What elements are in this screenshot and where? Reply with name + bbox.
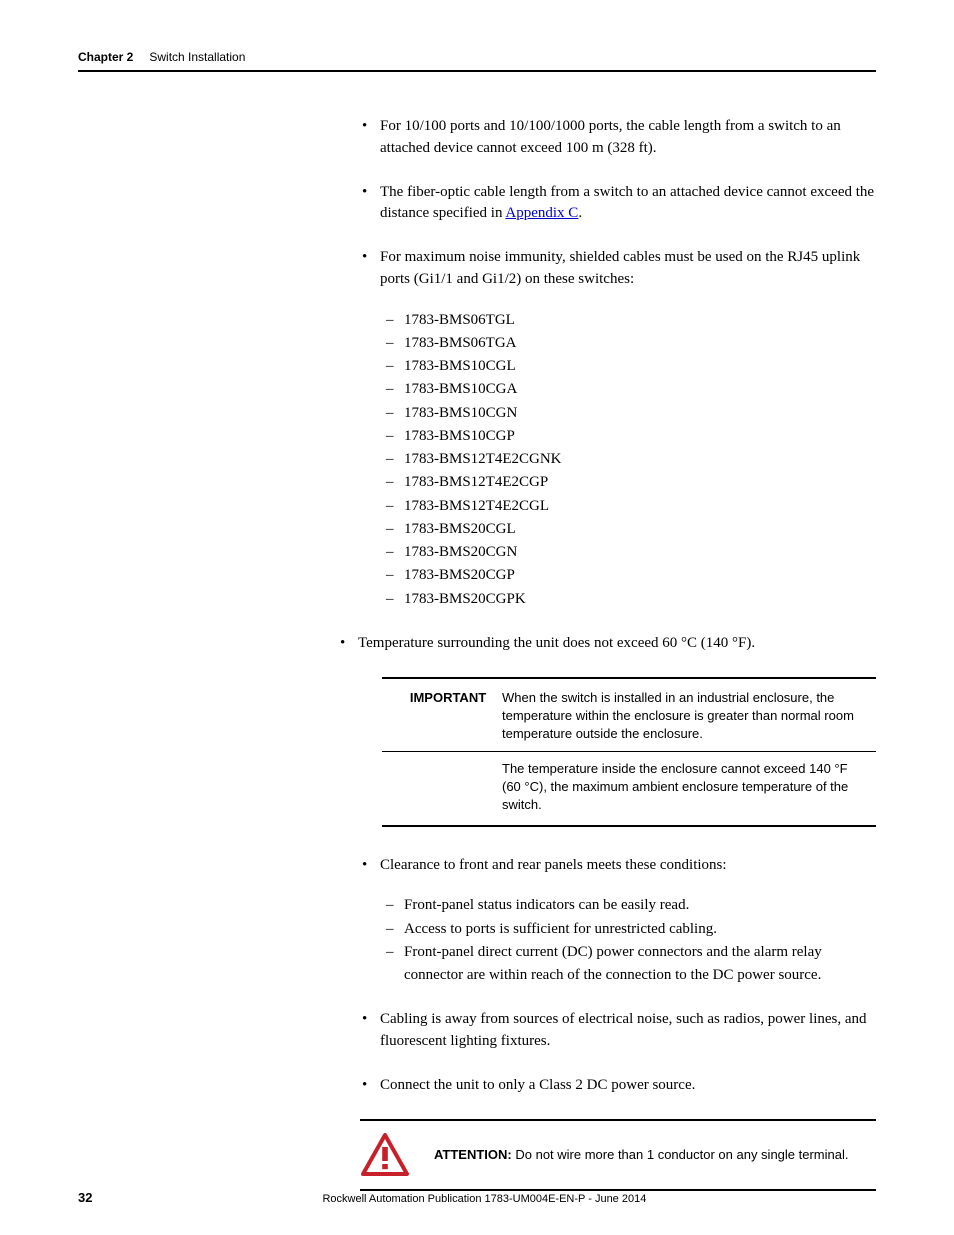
- body-text: .: [578, 205, 582, 221]
- list-item: 1783-BMS10CGA: [380, 378, 876, 401]
- body-text: Cabling is away from sources of electric…: [380, 1011, 867, 1049]
- bullet-item: For 10/100 ports and 10/100/1000 ports, …: [360, 116, 876, 160]
- list-item: 1783-BMS06TGL: [380, 309, 876, 332]
- bullet-item: For maximum noise immunity, shielded cab…: [360, 247, 876, 611]
- list-item: 1783-BMS12T4E2CGNK: [380, 448, 876, 471]
- list-item: 1783-BMS20CGP: [380, 564, 876, 587]
- model-list: 1783-BMS06TGL 1783-BMS06TGA 1783-BMS10CG…: [380, 309, 876, 611]
- list-item: Front-panel status indicators can be eas…: [380, 894, 876, 917]
- body-text: For maximum noise immunity, shielded cab…: [380, 249, 860, 287]
- important-row: The temperature inside the enclosure can…: [382, 751, 876, 825]
- important-text: The temperature inside the enclosure can…: [502, 760, 864, 815]
- publication-info: Rockwell Automation Publication 1783-UM0…: [322, 1193, 646, 1205]
- page-footer: 32 Rockwell Automation Publication 1783-…: [78, 1190, 876, 1205]
- body-text: The fiber-optic cable length from a swit…: [380, 184, 874, 222]
- bullet-item: Clearance to front and rear panels meets…: [360, 855, 876, 988]
- page-number: 32: [78, 1190, 92, 1205]
- important-text: When the switch is installed in an indus…: [502, 689, 864, 744]
- attention-callout: ATTENTION: Do not wire more than 1 condu…: [360, 1119, 876, 1191]
- spacer: [394, 760, 502, 815]
- content-area: For 10/100 ports and 10/100/1000 ports, …: [360, 116, 876, 1191]
- warning-triangle-icon: [360, 1133, 410, 1177]
- bullet-item: The fiber-optic cable length from a swit…: [360, 182, 876, 226]
- attention-text-container: ATTENTION: Do not wire more than 1 condu…: [434, 1147, 848, 1162]
- body-text: For 10/100 ports and 10/100/1000 ports, …: [380, 118, 841, 156]
- list-item: 1783-BMS12T4E2CGL: [380, 495, 876, 518]
- list-item: 1783-BMS20CGPK: [380, 588, 876, 611]
- list-item: 1783-BMS10CGN: [380, 402, 876, 425]
- clearance-list: Front-panel status indicators can be eas…: [380, 894, 876, 987]
- bullet-item: Temperature surrounding the unit does no…: [338, 633, 876, 655]
- body-text: Temperature surrounding the unit does no…: [358, 635, 755, 651]
- appendix-link[interactable]: Appendix C: [505, 205, 578, 221]
- attention-label: ATTENTION:: [434, 1147, 515, 1162]
- list-item: 1783-BMS06TGA: [380, 332, 876, 355]
- list-item: 1783-BMS20CGN: [380, 541, 876, 564]
- important-callout: IMPORTANT When the switch is installed i…: [382, 677, 876, 827]
- attention-body: Do not wire more than 1 conductor on any…: [515, 1147, 848, 1162]
- list-item: 1783-BMS10CGP: [380, 425, 876, 448]
- important-label: IMPORTANT: [394, 689, 502, 744]
- body-text: Connect the unit to only a Class 2 DC po…: [380, 1077, 695, 1093]
- important-row: IMPORTANT When the switch is installed i…: [382, 679, 876, 752]
- bullet-item: Cabling is away from sources of electric…: [360, 1009, 876, 1053]
- page-header: Chapter 2 Switch Installation: [78, 50, 876, 72]
- chapter-label: Chapter 2: [78, 50, 133, 64]
- secondary-bullet-list: Clearance to front and rear panels meets…: [360, 855, 876, 1097]
- list-item: Access to ports is sufficient for unrest…: [380, 918, 876, 941]
- list-item: Front-panel direct current (DC) power co…: [380, 941, 876, 988]
- list-item: 1783-BMS20CGL: [380, 518, 876, 541]
- bullet-item: Connect the unit to only a Class 2 DC po…: [360, 1075, 876, 1097]
- list-item: 1783-BMS12T4E2CGP: [380, 471, 876, 494]
- chapter-title: Switch Installation: [149, 50, 245, 64]
- list-item: 1783-BMS10CGL: [380, 355, 876, 378]
- page-container: Chapter 2 Switch Installation For 10/100…: [0, 0, 954, 1235]
- main-bullet-list: For 10/100 ports and 10/100/1000 ports, …: [360, 116, 876, 655]
- body-text: Clearance to front and rear panels meets…: [380, 857, 727, 873]
